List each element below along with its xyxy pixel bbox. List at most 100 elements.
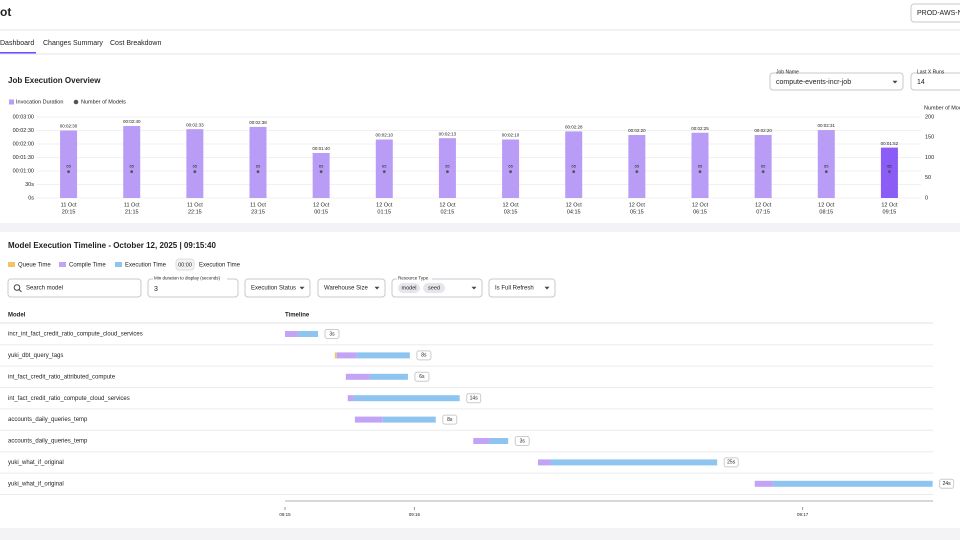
compile-segment[interactable]: [537, 459, 551, 466]
duration-label: 25s: [727, 460, 736, 466]
job-name-value: compute-events-incr-job: [776, 79, 851, 86]
models-count-label: 65: [319, 164, 324, 169]
execution-segment[interactable]: [489, 438, 509, 444]
duration-badge: [324, 329, 340, 339]
dropdown-arrow: [544, 286, 550, 290]
warehouse-size-select[interactable]: [317, 278, 386, 298]
bar-value-label: 00:02:30: [60, 124, 78, 129]
tab[interactable]: Dashboard: [0, 40, 34, 47]
duration-label: 8s: [421, 353, 427, 359]
x-tick-label: 20:15: [62, 209, 76, 215]
legend-label: Execution Time: [125, 263, 167, 269]
chip: [398, 283, 420, 293]
bar[interactable]: [502, 139, 520, 199]
bar-value-label: 00:02:20: [628, 128, 646, 133]
dropdown-arrow: [299, 286, 305, 290]
x-tick-label: 04:15: [567, 209, 581, 215]
bar-value-label: 00:02:25: [691, 126, 709, 131]
models-count-label: 65: [256, 164, 261, 169]
column-header: Timeline: [285, 313, 310, 319]
x-tick-label: 23:15: [251, 209, 265, 215]
bar[interactable]: [754, 135, 772, 198]
legend-label: Compile Time: [69, 263, 106, 269]
search-icon: [18, 289, 22, 293]
job-name-select[interactable]: [769, 72, 904, 91]
compile-segment[interactable]: [345, 373, 370, 380]
tab[interactable]: Cost Breakdown: [110, 40, 161, 47]
y-tick-label: 00:01:00: [13, 168, 34, 174]
x-tick-label: 11 Oct: [124, 202, 140, 208]
y2-tick-label: 100: [925, 155, 934, 161]
execution-segment[interactable]: [382, 416, 436, 423]
compile-segment[interactable]: [473, 438, 490, 444]
gap-band: [0, 528, 960, 540]
bar[interactable]: [628, 135, 646, 198]
compile-segment[interactable]: [347, 395, 354, 402]
x-tick-label: 12 Oct: [818, 202, 835, 208]
model-name: yuki_dbt_query_tags: [8, 353, 63, 359]
compile-segment[interactable]: [285, 331, 298, 337]
chip-label: model: [402, 285, 417, 291]
page-title: ot: [0, 5, 11, 19]
execution-segment[interactable]: [550, 459, 718, 466]
bar[interactable]: [123, 126, 141, 198]
x-tick-label: 08:15: [819, 209, 833, 215]
execution-segment[interactable]: [772, 480, 933, 487]
x-tick-label: 02:15: [441, 209, 455, 215]
bar-value-label: 00:02:28: [565, 125, 583, 130]
column-header: Model: [8, 313, 26, 319]
execution-segment[interactable]: [356, 352, 410, 359]
x-tick-label: 11 Oct: [250, 202, 266, 208]
execution-segment[interactable]: [369, 373, 408, 380]
bar[interactable]: [60, 130, 78, 199]
bar[interactable]: [249, 126, 267, 198]
y-tick-label: 00:01:30: [13, 155, 34, 161]
duration-badge: [414, 371, 430, 382]
chip: [423, 283, 445, 293]
tab[interactable]: Changes Summary: [43, 40, 103, 47]
models-dot: [256, 170, 260, 174]
compile-segment[interactable]: [354, 416, 383, 423]
environment-button[interactable]: [910, 3, 960, 23]
bar-value-label: 00:02:31: [818, 123, 836, 128]
execution-segment[interactable]: [297, 331, 318, 337]
queue-segment[interactable]: [334, 352, 337, 359]
duration-badge: [939, 478, 955, 489]
bar-value-label: 00:02:38: [249, 120, 267, 125]
bar[interactable]: [438, 138, 456, 198]
compile-segment[interactable]: [754, 480, 773, 487]
y2-tick-label: 200: [925, 114, 934, 120]
x-tick-label: 12 Oct: [313, 202, 330, 208]
badge: [175, 258, 195, 271]
x-tick-label: 12 Oct: [439, 202, 456, 208]
x-tick-label: 09:15: [883, 209, 897, 215]
tab-underline: [0, 52, 36, 54]
models-dot: [319, 170, 323, 174]
execution-status-select[interactable]: [244, 278, 311, 298]
models-count-label: 65: [698, 164, 703, 169]
runs-input[interactable]: [910, 72, 960, 91]
models-dot: [67, 170, 70, 174]
x-tick-label: 12 Oct: [566, 202, 583, 208]
min-duration-input[interactable]: [147, 278, 239, 298]
bar-value-label: 00:01:52: [881, 141, 899, 146]
models-count-label: 65: [66, 164, 71, 169]
bar[interactable]: [565, 131, 583, 198]
search-placeholder: Search model: [26, 286, 63, 292]
bar[interactable]: [186, 129, 204, 198]
dropdown-arrow: [374, 286, 380, 290]
bar[interactable]: [691, 132, 709, 198]
bar[interactable]: [312, 153, 330, 198]
duration-label: 3s: [520, 438, 526, 444]
execution-segment[interactable]: [353, 395, 460, 402]
bar[interactable]: [817, 130, 835, 198]
model-name: int_fact_credit_ratio_compute_cloud_serv…: [8, 396, 130, 402]
label-bg: [397, 276, 432, 281]
full-refresh-select[interactable]: [488, 278, 556, 298]
search-input[interactable]: [7, 278, 142, 298]
compile-segment[interactable]: [336, 352, 357, 359]
bar[interactable]: [375, 139, 393, 199]
bar-value-label: 00:02:20: [754, 128, 772, 133]
field-label: Resource Type: [398, 276, 429, 281]
